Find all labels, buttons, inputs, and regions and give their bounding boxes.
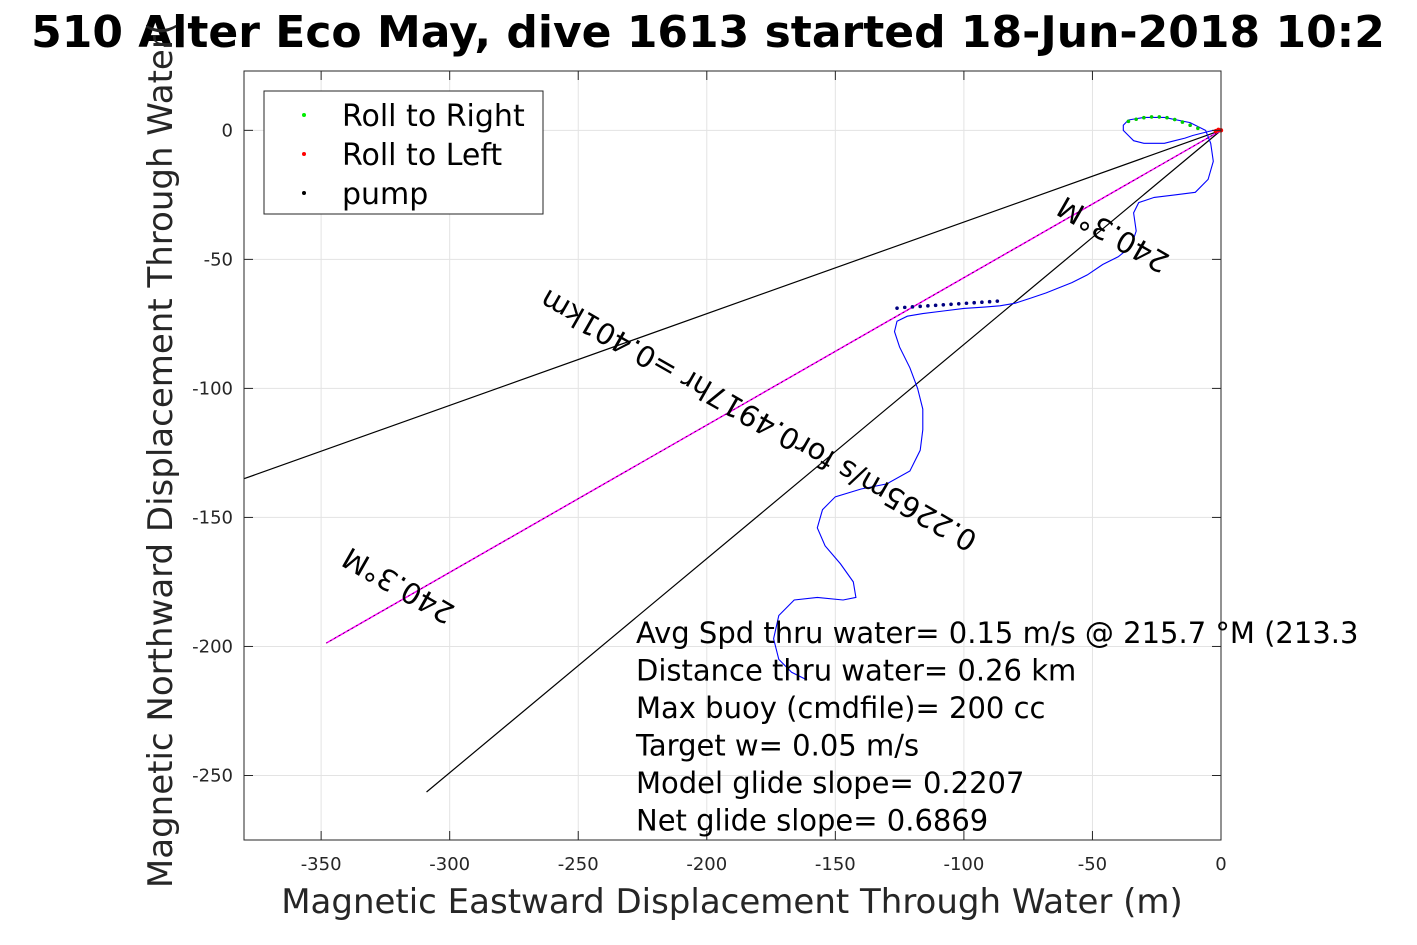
pump-point — [980, 300, 984, 305]
stat-annotation: Max buoy (cmdfile)= 200 cc — [636, 691, 1045, 725]
x-tick-label: -200 — [686, 854, 727, 875]
roll-left-point — [1213, 128, 1219, 134]
pump-point — [933, 303, 938, 308]
data-points — [895, 115, 1224, 310]
x-tick-label: -350 — [301, 854, 342, 875]
roll-right-point — [1134, 117, 1138, 122]
axis-ticks — [244, 71, 1222, 840]
pump-point — [926, 304, 930, 308]
x-tick-label: -150 — [815, 854, 856, 875]
stat-annotation: Target w= 0.05 m/s — [635, 729, 919, 763]
x-tick-label: -250 — [558, 854, 599, 875]
x-tick-label: -50 — [1078, 854, 1107, 875]
pump-point — [987, 299, 992, 304]
y-tick-label: -200 — [192, 636, 233, 657]
roll-right-point — [1180, 120, 1185, 124]
stat-annotation: Model glide slope= 0.2207 — [636, 766, 1024, 800]
heading-line-dots — [326, 130, 1222, 644]
legend-marker — [302, 113, 306, 117]
pump-point — [895, 306, 899, 310]
y-tick-label: -250 — [192, 765, 233, 786]
pump-point — [956, 301, 961, 306]
legend-marker — [302, 191, 306, 195]
stats-annotations: Avg Spd thru water= 0.15 m/s @ 215.7 °M … — [635, 616, 1358, 838]
pump-point — [941, 302, 946, 307]
pump-point — [910, 305, 915, 309]
x-tick-label: -100 — [943, 854, 984, 875]
roll-right-point — [1126, 119, 1131, 124]
roll-right-point — [1165, 115, 1169, 120]
y-tick-label: -150 — [192, 507, 233, 528]
x-tick-label: -300 — [429, 854, 470, 875]
roll-right-point — [1157, 115, 1162, 119]
chart-title: 510 Alter Eco May, dive 1613 started 18-… — [31, 7, 1385, 58]
stat-annotation: Net glide slope= 0.6869 — [636, 804, 988, 838]
pump-point — [995, 299, 1000, 303]
pump-point — [964, 301, 969, 306]
legend-box — [263, 90, 544, 215]
bounding-line — [426, 129, 1222, 793]
roll-right-point — [1188, 123, 1192, 127]
x-tick-labels: -350 -300 -250 -200 -150 -100 -50 0 — [301, 854, 1227, 875]
y-tick-labels: 0 -50 -100 -150 -200 -250 — [192, 120, 233, 786]
pump-point — [972, 300, 976, 305]
roll-right-point — [1142, 115, 1146, 120]
plot-frame — [243, 70, 1222, 841]
roll-right-point — [1149, 115, 1154, 119]
pump-point — [918, 304, 922, 309]
x-axis-label: Magnetic Eastward Displacement Through W… — [281, 882, 1183, 922]
y-tick-label: 0 — [222, 120, 233, 141]
roll-right-point — [1172, 117, 1177, 122]
roll-right-point — [1196, 126, 1200, 131]
stat-annotation: Avg Spd thru water= 0.15 m/s @ 215.7 °M … — [636, 616, 1358, 650]
y-axis-label: Magnetic Northward Displacement Through … — [141, 22, 181, 888]
legend-entry-label: Roll to Left — [342, 138, 502, 173]
y-tick-label: -50 — [204, 249, 233, 270]
legend-marker — [302, 152, 306, 156]
legend-entry-label: pump — [342, 177, 428, 212]
data-lines — [243, 116, 1222, 793]
bounding-line — [243, 129, 1222, 480]
pump-point — [949, 302, 953, 307]
pump-point — [902, 305, 907, 310]
legend: Roll to Right Roll to Left pump — [263, 90, 544, 215]
dive-track-line — [773, 116, 1220, 681]
y-tick-label: -100 — [192, 378, 233, 399]
stat-annotation: Distance thru water= 0.26 km — [636, 654, 1076, 688]
legend-entry-label: Roll to Right — [342, 99, 525, 134]
x-tick-label: 0 — [1215, 854, 1226, 875]
